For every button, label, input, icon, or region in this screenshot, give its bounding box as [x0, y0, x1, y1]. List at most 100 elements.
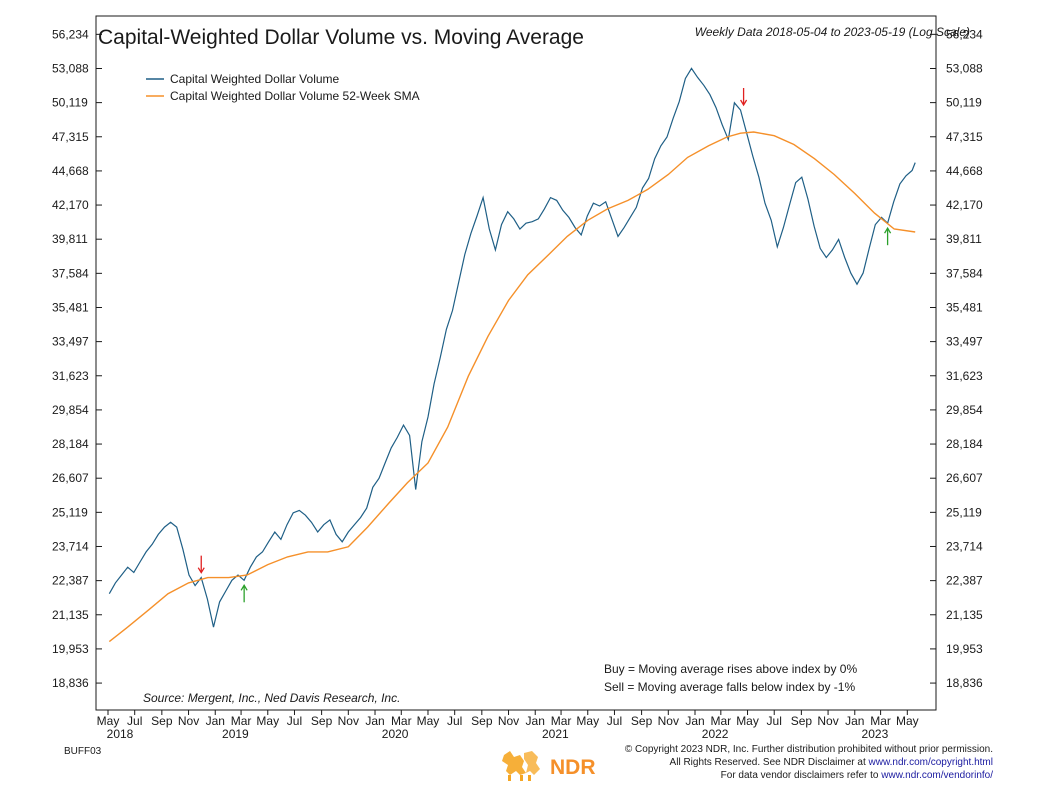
- disclaimer-text: All Rights Reserved. See NDR Disclaimer …: [669, 757, 869, 768]
- x-month-label: May: [736, 714, 759, 728]
- legend-label-sma: Capital Weighted Dollar Volume 52-Week S…: [170, 89, 420, 103]
- x-month-label: Jan: [206, 714, 225, 728]
- x-month-label: Jul: [287, 714, 302, 728]
- copyright-line: © Copyright 2023 NDR, Inc. Further distr…: [624, 744, 993, 755]
- buy-signal-arrow: [240, 584, 248, 603]
- x-month-label: May: [256, 714, 279, 728]
- bull-bear-icon: [502, 751, 540, 781]
- copyright-block: © Copyright 2023 NDR, Inc. Further distr…: [625, 743, 993, 782]
- disclaimer-line: All Rights Reserved. See NDR Disclaimer …: [625, 756, 993, 769]
- signal-layer: [197, 87, 892, 603]
- y-tick-label-right: 35,481: [946, 300, 983, 314]
- x-month-label: Nov: [817, 714, 838, 728]
- copyright-link[interactable]: www.ndr.com/copyright.html: [868, 757, 994, 768]
- x-month-label: Mar: [710, 714, 731, 728]
- series-line-volume: [108, 67, 916, 628]
- y-tick-label-left: 23,714: [52, 539, 89, 553]
- y-tick-label-left: 47,315: [52, 130, 89, 144]
- y-tick-label-left: 19,953: [52, 642, 89, 656]
- x-month-label: Mar: [870, 714, 891, 728]
- y-tick-label-left: 26,607: [52, 471, 89, 485]
- y-tick-label-right: 22,387: [946, 574, 983, 588]
- note-buy-rule: Buy = Moving average rises above index b…: [604, 662, 857, 676]
- x-month-label: Mar: [391, 714, 412, 728]
- plot-frame: [95, 15, 937, 711]
- y-tick-label-left: 18,836: [52, 676, 89, 690]
- source-note: Source: Mergent, Inc., Ned Davis Researc…: [143, 691, 400, 705]
- y-tick-label-left: 35,481: [52, 300, 89, 314]
- ndr-logo: NDR: [498, 745, 618, 790]
- x-month-label: May: [576, 714, 599, 728]
- x-month-label: Jul: [127, 714, 142, 728]
- y-tick-label-left: 31,623: [52, 369, 89, 383]
- x-month-label: May: [417, 714, 440, 728]
- x-month-label: Jan: [845, 714, 864, 728]
- y-tick-label-left: 33,497: [52, 335, 89, 349]
- buy-signal-arrow: [884, 226, 892, 246]
- x-month-label: Nov: [658, 714, 679, 728]
- y-tick-label-right: 42,170: [946, 198, 983, 212]
- y-tick-label-left: 37,584: [52, 266, 89, 280]
- x-year-label: 2023: [862, 727, 889, 741]
- x-month-label: Sep: [471, 714, 493, 728]
- y-tick-label-right: 21,135: [946, 608, 983, 622]
- chart-title: Capital-Weighted Dollar Volume vs. Movin…: [98, 26, 584, 49]
- y-tick-label-left: 44,668: [52, 164, 89, 178]
- legend: Capital Weighted Dollar Volume Capital W…: [146, 72, 420, 103]
- x-month-label: Sep: [791, 714, 813, 728]
- y-tick-label-right: 18,836: [946, 676, 983, 690]
- x-month-label: Sep: [311, 714, 333, 728]
- y-tick-label-right: 39,811: [946, 232, 982, 246]
- x-month-label: Jan: [365, 714, 384, 728]
- vendor-text: For data vendor disclaimers refer to: [720, 770, 882, 781]
- y-tick-label-left: 50,119: [52, 96, 88, 110]
- x-month-label: Jan: [685, 714, 704, 728]
- x-month-label: Sep: [151, 714, 173, 728]
- x-year-label: 2019: [222, 727, 249, 741]
- x-month-label: Jul: [607, 714, 622, 728]
- x-year-label: 2020: [382, 727, 409, 741]
- y-tick-label-left: 21,135: [52, 608, 89, 622]
- y-tick-label-left: 28,184: [52, 437, 89, 451]
- y-tick-label-right: 28,184: [946, 437, 983, 451]
- x-month-label: Nov: [338, 714, 359, 728]
- x-month-label: Mar: [231, 714, 252, 728]
- x-axis: May Jul Sep Nov Jan Mar May Jul Sep Nov Jan Mar May J…: [97, 710, 919, 741]
- y-tick-label-right: 53,088: [946, 61, 983, 75]
- note-sell-rule: Sell = Moving average falls below index …: [604, 680, 855, 694]
- y-tick-label-right: 29,854: [946, 403, 983, 417]
- x-year-label: 2018: [107, 727, 134, 741]
- y-tick-label-left: 25,119: [52, 505, 88, 519]
- x-year-label: 2021: [542, 727, 569, 741]
- y-tick-label-right: 44,668: [946, 164, 983, 178]
- vendor-link[interactable]: www.ndr.com/vendorinfo/: [881, 770, 993, 781]
- y-tick-label-right: 31,623: [946, 369, 983, 383]
- series-layer: [108, 67, 916, 643]
- y-tick-label-left: 42,170: [52, 198, 89, 212]
- y-axis-right: 56,234 53,088 50,119 47,315 44,668 42,170 39,8…: [930, 27, 983, 690]
- y-tick-label-right: 25,119: [946, 505, 982, 519]
- y-tick-label-right: 37,584: [946, 266, 983, 280]
- y-tick-label-right: 19,953: [946, 642, 983, 656]
- y-axis-left: 56,234 53,088 50,119 47,315 44,668 42,170 39,8…: [52, 27, 102, 690]
- chart-code: BUFF03: [64, 746, 102, 757]
- sell-signal-arrow: [197, 555, 205, 574]
- vendor-line: For data vendor disclaimers refer to www…: [625, 769, 993, 782]
- legend-label-volume: Capital Weighted Dollar Volume: [170, 72, 340, 86]
- x-month-label: May: [896, 714, 919, 728]
- x-month-label: Jan: [526, 714, 545, 728]
- chart-subtitle: Weekly Data 2018-05-04 to 2023-05-19 (Lo…: [695, 25, 970, 39]
- x-month-label: Mar: [551, 714, 572, 728]
- x-month-label: May: [97, 714, 120, 728]
- y-tick-label-left: 53,088: [52, 61, 89, 75]
- y-tick-label-right: 33,497: [946, 335, 983, 349]
- y-tick-label-left: 39,811: [52, 232, 88, 246]
- x-month-label: Nov: [178, 714, 199, 728]
- y-tick-label-left: 56,234: [52, 27, 89, 41]
- series-line-sma: [108, 131, 916, 643]
- x-month-label: Jul: [767, 714, 782, 728]
- y-tick-label-left: 22,387: [52, 574, 89, 588]
- x-month-label: Sep: [631, 714, 653, 728]
- x-month-label: Nov: [498, 714, 519, 728]
